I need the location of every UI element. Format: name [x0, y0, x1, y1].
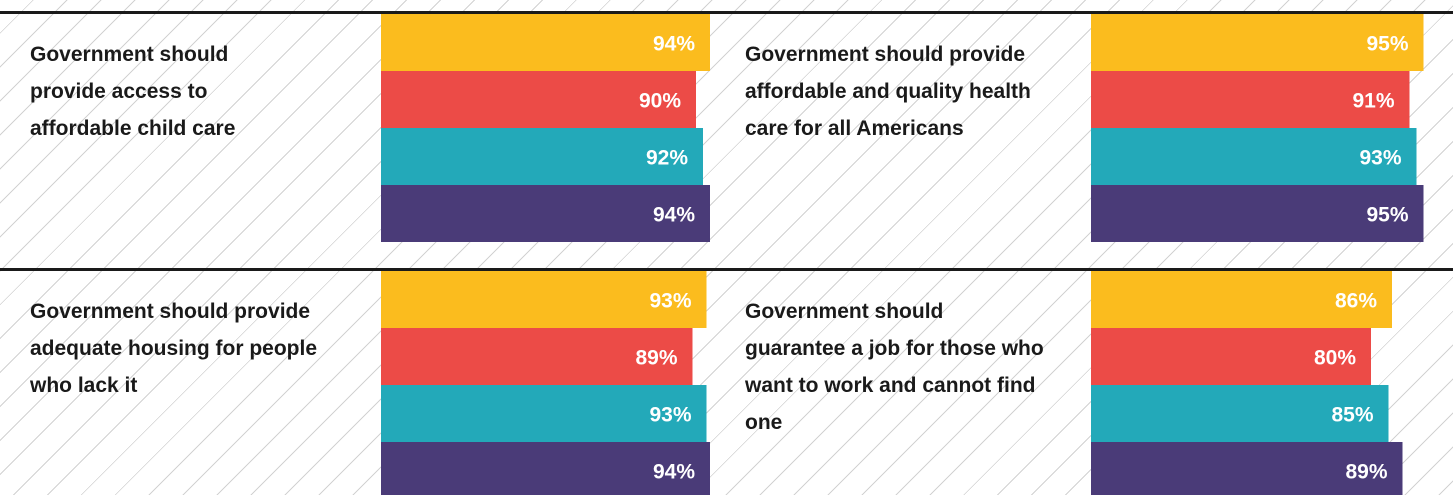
bars-child-care: 94% 90% 92% 94% [381, 14, 710, 242]
bar [381, 185, 710, 242]
middle-divider [0, 268, 1453, 271]
bars-health-care: 95% 91% 93% 95% [1091, 14, 1424, 242]
question-child-care: Government should provide access to affo… [30, 43, 236, 140]
bar-value-label: 93% [1359, 147, 1401, 170]
bar-value-label: 94% [653, 33, 695, 56]
bar-value-label: 94% [653, 461, 695, 484]
bar [381, 71, 696, 128]
bar-value-label: 94% [653, 204, 695, 227]
bar-value-label: 89% [635, 347, 677, 370]
bar [381, 14, 710, 71]
bar-value-label: 90% [639, 90, 681, 113]
bar-value-label: 85% [1331, 404, 1373, 427]
bar [1091, 328, 1371, 385]
bars-housing: 93% 89% 93% 94% [381, 271, 710, 495]
bar [381, 328, 693, 385]
bar [1091, 271, 1392, 328]
bar-value-label: 80% [1314, 347, 1356, 370]
bar [1091, 385, 1389, 442]
question-jobs: Government should guarantee a job for th… [745, 300, 1044, 434]
bar [1091, 128, 1417, 185]
bar [1091, 442, 1403, 495]
bar-value-label: 91% [1352, 90, 1394, 113]
bar [1091, 14, 1424, 71]
bar-value-label: 89% [1345, 461, 1387, 484]
bar [381, 128, 703, 185]
question-health-care: Government should provide affordable and… [745, 43, 1031, 140]
bar-value-label: 95% [1366, 33, 1408, 56]
question-housing: Government should provide adequate housi… [30, 300, 318, 397]
top-divider [0, 11, 1453, 14]
bar [381, 442, 710, 495]
bar-value-label: 86% [1335, 290, 1377, 313]
bar [381, 385, 707, 442]
bar-value-label: 92% [646, 147, 688, 170]
bar-value-label: 93% [649, 290, 691, 313]
bars-jobs: 86% 80% 85% 89% [1091, 271, 1403, 495]
bar [1091, 185, 1424, 242]
bar [381, 271, 707, 328]
bar [1091, 71, 1410, 128]
bar-value-label: 93% [649, 404, 691, 427]
bar-value-label: 95% [1366, 204, 1408, 227]
